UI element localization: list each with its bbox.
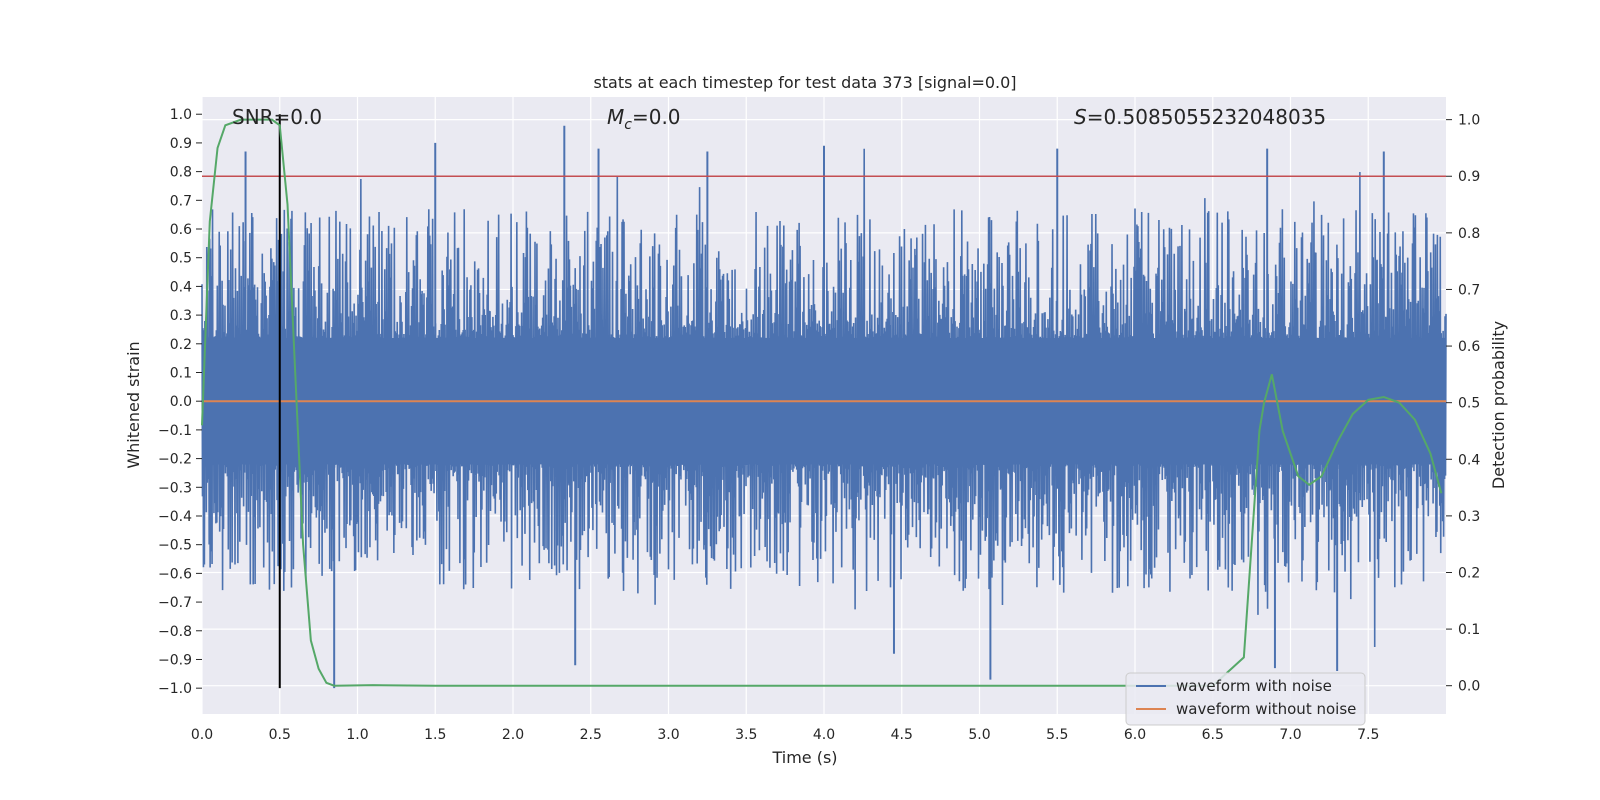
y-left-tick-label: −0.7	[158, 595, 192, 611]
y-left-tick-label: 0.3	[170, 308, 192, 324]
y-left-tick-label: −0.4	[158, 509, 192, 525]
overlays	[201, 114, 1446, 689]
x-tick-label: 7.5	[1357, 727, 1379, 743]
x-axis-title: Time (s)	[771, 748, 837, 767]
y-left-tick-label: 0.4	[170, 279, 192, 295]
chirp-mass-value: =0.0	[632, 105, 681, 129]
y-left-tick-label: −0.3	[158, 480, 192, 496]
y-right-tick-label: 0.0	[1458, 679, 1480, 695]
y-right-tick-label: 0.5	[1458, 396, 1480, 412]
snr-annotation: SNR=0.0	[232, 105, 322, 129]
y-left-tick-label: −0.8	[158, 624, 192, 640]
y-left-tick-label: 0.7	[170, 193, 192, 209]
chart-title: stats at each timestep for test data 373…	[593, 73, 1016, 92]
x-tick-label: 3.5	[735, 727, 757, 743]
chirp-mass-symbol: M	[607, 105, 624, 129]
legend: waveform with noise waveform without noi…	[1125, 672, 1366, 726]
chirp-mass-annotation: Mc=0.0	[607, 105, 681, 133]
y-left-tick-label: −1.0	[158, 681, 192, 697]
x-tick-label: 2.5	[580, 727, 602, 743]
y-right-tick-label: 0.7	[1458, 282, 1480, 298]
y-right-tick-label: 0.4	[1458, 452, 1480, 468]
legend-box	[1125, 672, 1366, 726]
x-tick-label: 6.0	[1124, 727, 1146, 743]
x-tick-label: 3.0	[657, 727, 679, 743]
x-tick-label: 0.0	[191, 727, 213, 743]
x-tick-label: 4.5	[891, 727, 913, 743]
y-left-tick-label: 0.8	[170, 165, 192, 181]
x-tick-label: 6.5	[1202, 727, 1224, 743]
score-annotation: S=0.5085055232048035	[1074, 105, 1326, 129]
y-left-tick-label: 0.6	[170, 222, 192, 238]
y-right-tick-label: 0.3	[1458, 509, 1480, 525]
chirp-mass-subscript: c	[624, 117, 632, 133]
y-left-tick-label: −0.2	[158, 452, 192, 468]
legend-label-no-noise: waveform without noise	[1176, 700, 1356, 718]
x-tick-label: 7.0	[1279, 727, 1301, 743]
y-right-tick-label: 0.6	[1458, 339, 1480, 355]
series-detection-probability	[201, 118, 1443, 687]
x-tick-label: 1.5	[424, 727, 446, 743]
y-left-tick-label: 0.5	[170, 251, 192, 267]
y-right-tick-label: 1.0	[1458, 113, 1480, 129]
y-left-tick-label: −0.5	[158, 538, 192, 554]
score-value: =0.5085055232048035	[1087, 105, 1326, 129]
x-tick-label: 5.5	[1046, 727, 1068, 743]
y-left-tick-label: 0.0	[170, 394, 192, 410]
x-tick-label: 1.0	[346, 727, 368, 743]
y-left-tick-label: −0.9	[158, 652, 192, 668]
y-left-tick-label: 1.0	[170, 107, 192, 123]
y-right-tick-label: 0.2	[1458, 565, 1480, 581]
score-symbol: S	[1074, 105, 1087, 129]
y-right-tick-label: 0.8	[1458, 226, 1480, 242]
y-left-tick-label: 0.2	[170, 337, 192, 353]
y-left-tick-label: −0.1	[158, 423, 192, 439]
y-left-tick-label: −0.6	[158, 566, 192, 582]
y-axis-left-title: Whitened strain	[124, 341, 143, 468]
x-tick-label: 4.0	[813, 727, 835, 743]
y-right-tick-label: 0.1	[1458, 622, 1480, 638]
axes: 0.0 0.5 1.0 1.5 2.0 2.5 3.0 3.5 4.0 4.5 5.0 5.5 6.0 6…	[158, 107, 1480, 743]
x-tick-label: 5.0	[968, 727, 990, 743]
y-left-tick-label: 0.9	[170, 136, 192, 152]
x-tick-label: 2.0	[502, 727, 524, 743]
x-tick-label: 0.5	[269, 727, 291, 743]
series-waveform-with-noise	[201, 125, 1447, 689]
y-axis-right-title: Detection probability	[1489, 321, 1508, 489]
legend-label-noise: waveform with noise	[1176, 677, 1332, 695]
y-left-tick-label: 0.1	[170, 365, 192, 381]
y-right-tick-label: 0.9	[1458, 169, 1480, 185]
